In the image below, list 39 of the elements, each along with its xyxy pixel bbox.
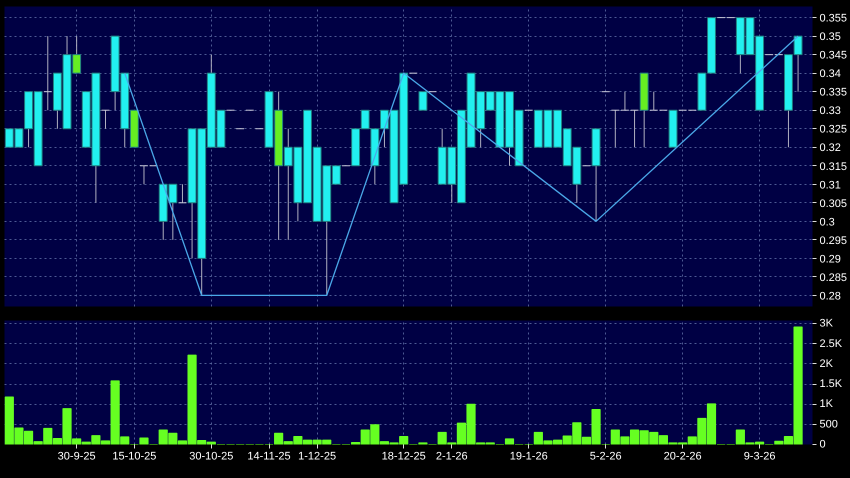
- x-tick-label: 30-10-25: [189, 450, 234, 462]
- y-tick-label: 0.32: [820, 142, 841, 154]
- candlestick: [43, 36, 52, 111]
- y-tick-label: 0.35: [820, 31, 841, 44]
- x-tick-label: 1-12-25: [298, 450, 336, 462]
- y-tick-label: 0: [820, 438, 826, 450]
- y-tick-label: 0.34: [820, 68, 841, 80]
- candlestick: [649, 91, 658, 111]
- x-tick-label: 18-12-25: [382, 450, 426, 462]
- x-tick-label: 15-10-25: [112, 450, 156, 462]
- x-tick-label: 5-2-26: [590, 450, 622, 462]
- y-tick-label: 2.5K: [820, 338, 843, 350]
- y-tick-label: 0.325: [820, 124, 848, 136]
- y-tick-label: 0.33: [820, 105, 841, 118]
- x-tick-label: 9-3-26: [744, 450, 776, 462]
- y-tick-label: 0.345: [820, 50, 848, 62]
- x-tick-label: 19-1-26: [510, 450, 548, 462]
- y-tick-label: 0.305: [820, 198, 848, 210]
- y-tick-label: 0.28: [820, 290, 841, 302]
- y-tick-label: 2K: [820, 358, 834, 370]
- x-tick-label: 2-1-26: [436, 450, 468, 462]
- x-tick-label: 30-9-25: [58, 450, 96, 462]
- y-tick-label: 1.5K: [820, 378, 843, 390]
- y-tick-label: 0.355: [820, 12, 848, 25]
- y-tick-label: 0.285: [820, 272, 848, 284]
- y-tick-label: 0.295: [820, 234, 848, 247]
- y-tick-label: 1K: [820, 398, 834, 410]
- y-tick-label: 0.315: [820, 160, 848, 173]
- y-tick-label: 0.29: [820, 253, 841, 266]
- candlestick: [418, 91, 428, 111]
- y-tick-label: 0.31: [820, 179, 841, 192]
- candlestick: [101, 110, 110, 130]
- x-tick-label: 14-11-25: [247, 450, 291, 462]
- y-tick-label: 500: [820, 418, 838, 430]
- y-tick-label: 0.3: [820, 216, 835, 228]
- y-tick-label: 0.335: [820, 86, 848, 99]
- x-tick-label: 20-2-26: [664, 450, 702, 462]
- candlestick: [178, 184, 187, 204]
- y-tick-label: 3K: [820, 318, 834, 330]
